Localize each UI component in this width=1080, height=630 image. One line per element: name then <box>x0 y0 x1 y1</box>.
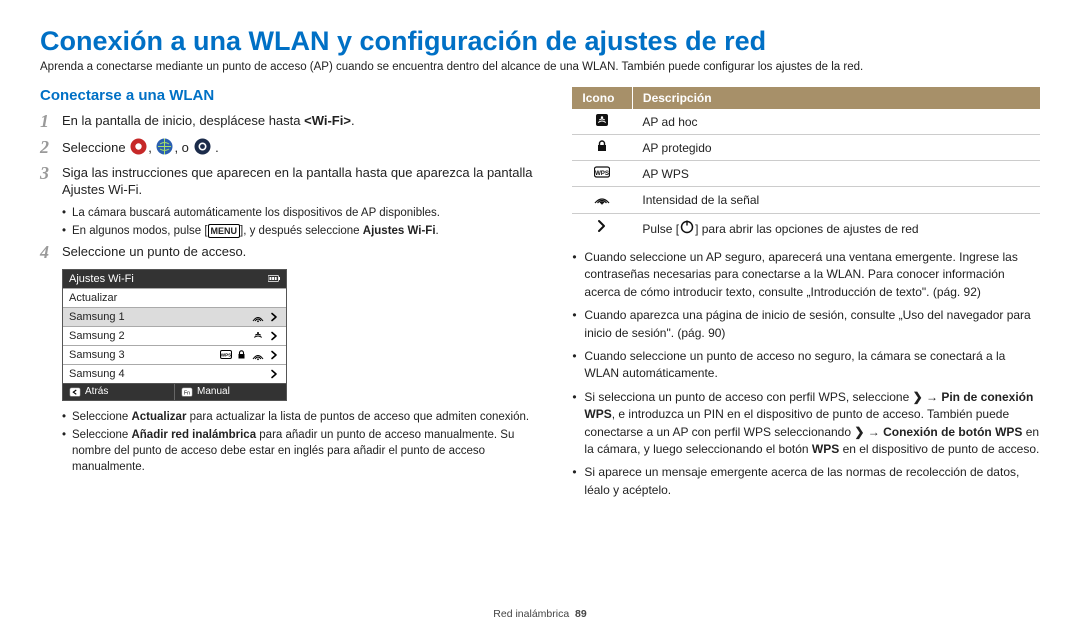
fn-key-icon <box>181 386 193 398</box>
right-bullet: Si aparece un mensaje emergente acerca d… <box>572 464 1040 499</box>
step2-c1: , <box>148 140 155 155</box>
wifi-widget-title: Ajustes Wi-Fi <box>69 273 134 285</box>
chevron-right-icon: ❯ <box>854 425 864 439</box>
page-title: Conexión a una WLAN y configuración de a… <box>40 26 1040 57</box>
step4-text: Seleccione un punto de acceso. <box>62 243 246 263</box>
th-icon: Icono <box>572 87 632 109</box>
wifi-ap-row: Samsung 2 <box>63 326 286 345</box>
signal-icon <box>252 349 264 361</box>
chevron-right-icon: ❯ <box>913 390 923 404</box>
left-bullet-2: Seleccione Añadir red inalámbrica para a… <box>62 427 542 475</box>
page-intro: Aprenda a conectarse mediante un punto d… <box>40 61 1040 73</box>
wifi-back-button: Atrás <box>63 384 175 400</box>
step-2: 2 Seleccione , , o . <box>40 138 542 158</box>
step2-c2: , o <box>174 140 192 155</box>
step-num-4: 4 <box>40 243 62 263</box>
chevron-right-icon <box>268 311 280 323</box>
circle-icon <box>194 138 211 155</box>
step3-bullet2: En algunos modos, pulse [MENU], y despué… <box>62 223 542 239</box>
wifi-ap-row: Samsung 1 <box>63 307 286 326</box>
lock-icon <box>595 139 609 153</box>
right-bullet: Cuando seleccione un AP seguro, aparecer… <box>572 249 1040 301</box>
step-4: 4 Seleccione un punto de acceso. <box>40 243 542 263</box>
table-row: AP protegido <box>572 135 1040 161</box>
right-bullet: Cuando aparezca una página de inicio de … <box>572 307 1040 342</box>
adhoc-icon <box>252 330 264 342</box>
wps-icon <box>220 349 232 361</box>
step2-pre: Seleccione <box>62 140 129 155</box>
chevron-right-icon <box>268 349 280 361</box>
chevron-right-icon <box>594 218 610 234</box>
table-row: AP WPS <box>572 161 1040 187</box>
adhoc-icon <box>595 113 609 127</box>
wifi-refresh-row: Actualizar <box>63 288 286 307</box>
table-row: Intensidad de la señal <box>572 187 1040 214</box>
step-num-1: 1 <box>40 112 62 132</box>
step1-pre: En la pantalla de inicio, desplácese has… <box>62 113 304 128</box>
step1-post: . <box>351 113 355 128</box>
section-subtitle: Conectarse a una WLAN <box>40 87 542 104</box>
step2-post: . <box>212 140 219 155</box>
globe-icon <box>156 138 173 155</box>
chevron-right-icon <box>268 368 280 380</box>
step-num-3: 3 <box>40 164 62 199</box>
record-icon <box>130 138 147 155</box>
step-num-2: 2 <box>40 138 62 158</box>
right-bullet: Si selecciona un punto de acceso con per… <box>572 389 1040 459</box>
back-key-icon <box>69 386 81 398</box>
battery-icon <box>268 273 280 285</box>
wps-icon <box>594 165 610 179</box>
step3-bullet1: La cámara buscará automáticamente los di… <box>62 205 542 221</box>
step-3: 3 Siga las instrucciones que aparecen en… <box>40 164 542 199</box>
table-row: AP ad hoc <box>572 109 1040 135</box>
page-footer: Red inalámbrica 89 <box>0 608 1080 620</box>
signal-icon <box>252 311 264 323</box>
right-bullet: Cuando seleccione un punto de acceso no … <box>572 348 1040 383</box>
th-desc: Descripción <box>632 87 1040 109</box>
signal-icon <box>594 191 610 206</box>
wifi-ap-row: Samsung 4 <box>63 364 286 383</box>
left-bullet-1: Seleccione Actualizar para actualizar la… <box>62 409 542 425</box>
menu-key-icon: MENU <box>208 224 241 238</box>
power-icon <box>679 220 695 234</box>
icon-description-table: Icono Descripción AP ad hoc AP protegido… <box>572 87 1040 241</box>
wifi-settings-screenshot: Ajustes Wi-Fi Actualizar Samsung 1 Samsu… <box>62 269 287 401</box>
chevron-right-icon <box>268 330 280 342</box>
lock-icon <box>236 349 248 361</box>
step-1: 1 En la pantalla de inicio, desplácese h… <box>40 112 542 132</box>
step1-bold: <Wi-Fi> <box>304 113 351 128</box>
wifi-manual-button: Manual <box>175 384 286 400</box>
step3-text: Siga las instrucciones que aparecen en l… <box>62 164 542 199</box>
wifi-ap-row: Samsung 3 <box>63 345 286 364</box>
table-row: Pulse [] para abrir las opciones de ajus… <box>572 214 1040 242</box>
